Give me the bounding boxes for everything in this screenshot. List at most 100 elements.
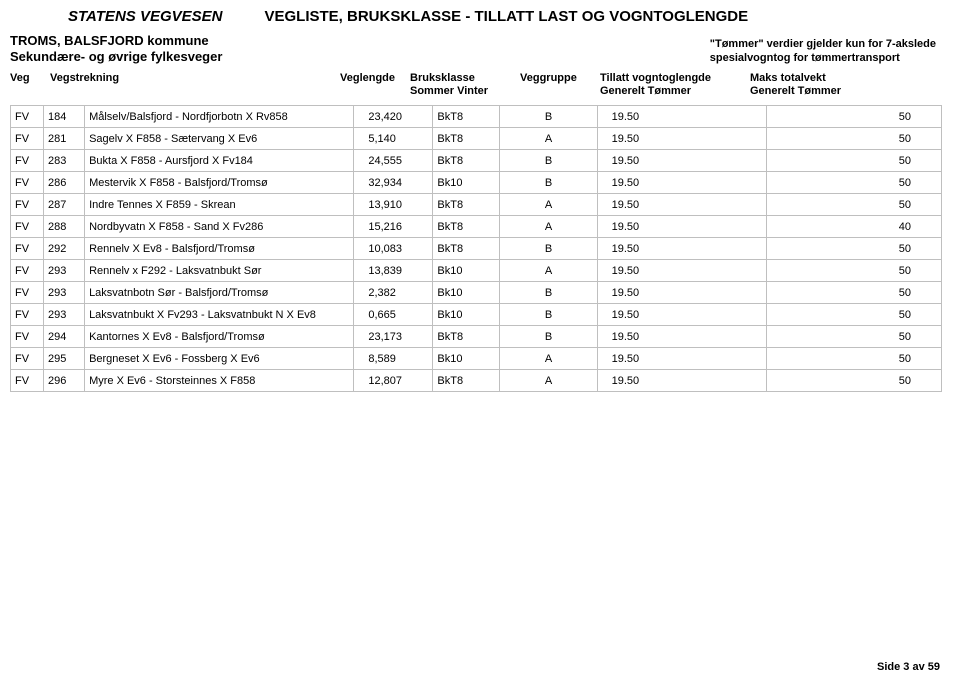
cell-type: FV <box>11 150 44 172</box>
table-row: FV293Laksvatnbukt X Fv293 - Laksvatnbukt… <box>11 304 942 326</box>
cell-type: FV <box>11 128 44 150</box>
cell-number: 295 <box>44 348 85 370</box>
cell-description: Indre Tennes X F859 - Skrean <box>85 194 354 216</box>
cell-number: 281 <box>44 128 85 150</box>
cell-number: 286 <box>44 172 85 194</box>
cell-max: 50 <box>766 150 941 172</box>
cell-type: FV <box>11 238 44 260</box>
document-title: VEGLISTE, BRUKSKLASSE - TILLATT LAST OG … <box>264 8 748 25</box>
cell-length: 32,934 <box>354 172 433 194</box>
cell-class: Bk10 <box>433 260 500 282</box>
cell-class: BkT8 <box>433 370 500 392</box>
cell-type: FV <box>11 326 44 348</box>
col-maks-sub: Generelt Tømmer <box>750 85 890 99</box>
region-line2: Sekundære- og øvrige fylkesveger <box>10 49 222 65</box>
cell-limit: 19.50 <box>597 106 766 128</box>
cell-limit: 19.50 <box>597 150 766 172</box>
region-line1: TROMS, BALSFJORD kommune <box>10 33 222 49</box>
col-bruksklasse: Bruksklasse Sommer Vinter <box>410 72 520 100</box>
col-tillatt: Tillatt vogntoglengde Generelt Tømmer <box>600 72 750 100</box>
page-footer: Side 3 av 59 <box>877 661 940 673</box>
cell-limit: 19.50 <box>597 304 766 326</box>
cell-description: Rennelv X Ev8 - Balsfjord/Tromsø <box>85 238 354 260</box>
cell-number: 287 <box>44 194 85 216</box>
cell-type: FV <box>11 106 44 128</box>
cell-class: Bk10 <box>433 282 500 304</box>
cell-class: BkT8 <box>433 128 500 150</box>
region-block: TROMS, BALSFJORD kommune Sekundære- og ø… <box>10 33 222 66</box>
cell-length: 15,216 <box>354 216 433 238</box>
cell-type: FV <box>11 348 44 370</box>
table-row: FV293Laksvatnbotn Sør - Balsfjord/Tromsø… <box>11 282 942 304</box>
cell-class: Bk10 <box>433 348 500 370</box>
cell-number: 293 <box>44 282 85 304</box>
cell-max: 50 <box>766 348 941 370</box>
cell-group: A <box>500 260 597 282</box>
cell-description: Myre X Ev6 - Storsteinnes X F858 <box>85 370 354 392</box>
agency-name: STATENS VEGVESEN <box>68 8 222 25</box>
cell-length: 13,910 <box>354 194 433 216</box>
col-tillatt-sub: Generelt Tømmer <box>600 85 750 99</box>
cell-number: 294 <box>44 326 85 348</box>
cell-max: 50 <box>766 370 941 392</box>
cell-class: BkT8 <box>433 106 500 128</box>
cell-number: 184 <box>44 106 85 128</box>
cell-number: 283 <box>44 150 85 172</box>
cell-group: A <box>500 216 597 238</box>
table-row: FV288Nordbyvatn X F858 - Sand X Fv28615,… <box>11 216 942 238</box>
cell-description: Målselv/Balsfjord - Nordfjorbotn X Rv858 <box>85 106 354 128</box>
cell-limit: 19.50 <box>597 238 766 260</box>
cell-max: 50 <box>766 326 941 348</box>
cell-limit: 19.50 <box>597 348 766 370</box>
cell-length: 2,382 <box>354 282 433 304</box>
col-gruppe: Veggruppe <box>520 72 600 100</box>
col-bruksklasse-label: Bruksklasse <box>410 72 520 86</box>
data-table: FV184Målselv/Balsfjord - Nordfjorbotn X … <box>10 105 942 392</box>
cell-type: FV <box>11 172 44 194</box>
cell-group: A <box>500 370 597 392</box>
cell-class: BkT8 <box>433 216 500 238</box>
cell-class: BkT8 <box>433 150 500 172</box>
cell-class: Bk10 <box>433 172 500 194</box>
col-tillatt-label: Tillatt vogntoglengde <box>600 72 750 86</box>
cell-description: Laksvatnbotn Sør - Balsfjord/Tromsø <box>85 282 354 304</box>
cell-group: A <box>500 128 597 150</box>
cell-limit: 19.50 <box>597 194 766 216</box>
cell-group: B <box>500 150 597 172</box>
cell-number: 293 <box>44 304 85 326</box>
cell-number: 293 <box>44 260 85 282</box>
cell-max: 50 <box>766 304 941 326</box>
table-row: FV286Mestervik X F858 - Balsfjord/Tromsø… <box>11 172 942 194</box>
column-headers: Veg Vegstrekning Veglengde Bruksklasse S… <box>10 72 942 100</box>
table-row: FV184Målselv/Balsfjord - Nordfjorbotn X … <box>11 106 942 128</box>
table-row: FV283Bukta X F858 - Aursfjord X Fv18424,… <box>11 150 942 172</box>
cell-type: FV <box>11 260 44 282</box>
cell-class: BkT8 <box>433 238 500 260</box>
cell-max: 50 <box>766 194 941 216</box>
subheader-row: TROMS, BALSFJORD kommune Sekundære- og ø… <box>10 25 942 66</box>
table-row: FV287Indre Tennes X F859 - Skrean13,910B… <box>11 194 942 216</box>
col-bruksklasse-sub: Sommer Vinter <box>410 85 520 99</box>
cell-description: Nordbyvatn X F858 - Sand X Fv286 <box>85 216 354 238</box>
table-row: FV295Bergneset X Ev6 - Fossberg X Ev68,5… <box>11 348 942 370</box>
note-line1: "Tømmer" verdier gjelder kun for 7-aksle… <box>710 38 936 52</box>
cell-limit: 19.50 <box>597 172 766 194</box>
cell-description: Bukta X F858 - Aursfjord X Fv184 <box>85 150 354 172</box>
cell-group: B <box>500 238 597 260</box>
cell-max: 40 <box>766 216 941 238</box>
cell-description: Mestervik X F858 - Balsfjord/Tromsø <box>85 172 354 194</box>
cell-max: 50 <box>766 238 941 260</box>
table-row: FV293Rennelv x F292 - Laksvatnbukt Sør13… <box>11 260 942 282</box>
cell-limit: 19.50 <box>597 326 766 348</box>
cell-description: Kantornes X Ev8 - Balsfjord/Tromsø <box>85 326 354 348</box>
cell-max: 50 <box>766 172 941 194</box>
col-maks-label: Maks totalvekt <box>750 72 890 86</box>
cell-group: A <box>500 194 597 216</box>
note-line2: spesialvogntog for tømmertransport <box>710 52 936 66</box>
tommer-note: "Tømmer" verdier gjelder kun for 7-aksle… <box>710 38 936 66</box>
cell-length: 24,555 <box>354 150 433 172</box>
cell-group: B <box>500 326 597 348</box>
cell-type: FV <box>11 370 44 392</box>
col-maks: Maks totalvekt Generelt Tømmer <box>750 72 890 100</box>
cell-number: 288 <box>44 216 85 238</box>
